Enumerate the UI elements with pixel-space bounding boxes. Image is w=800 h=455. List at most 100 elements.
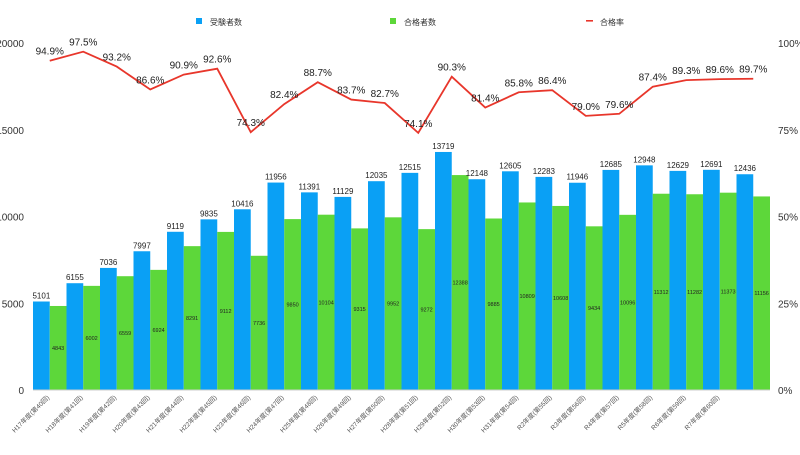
label-rate: 94.9% [36,47,64,58]
y-tick-label: 15000 [0,126,24,137]
label-rate: 86.6% [136,75,164,86]
label-passers: 9885 [488,302,500,308]
y2-tick-label: 25% [778,299,798,310]
label-examinees: 11391 [299,182,321,191]
bar-examinees [33,301,50,390]
label-examinees: 10416 [231,199,254,208]
bar-passers [552,205,569,390]
x-tick-label: R5年度(第58回) [615,393,654,432]
label-rate: 90.3% [438,63,466,74]
label-examinees: 7036 [99,258,117,267]
legend-label-0: 受験者数 [210,17,242,27]
label-rate: 86.4% [538,76,566,87]
bar-passers [418,229,435,390]
bar-examinees [669,170,687,390]
label-passers: 4843 [52,346,64,352]
bar-passers [284,219,301,390]
y-tick-label: 10000 [0,213,24,224]
label-rate: 93.2% [103,53,131,64]
label-rate: 90.9% [170,61,198,72]
y2-tick-label: 0% [778,386,793,397]
label-examinees: 12629 [667,161,690,170]
label-examinees: 5101 [32,291,50,300]
bar-examinees [301,192,318,390]
label-rate: 87.4% [639,73,667,84]
bar-passers [652,193,670,390]
bar-passers [585,226,603,390]
bar-examinees [401,172,419,390]
label-rate: 74.3% [237,118,265,129]
label-passers: 11156 [754,291,768,297]
label-passers: 9112 [220,309,232,315]
bar-examinees [100,267,117,390]
bar-examinees [703,169,720,390]
legend-label-1: 合格者数 [404,17,436,27]
label-examinees: 12948 [633,155,656,164]
bar-examinees [267,182,285,390]
bar-passers [686,194,703,390]
label-examinees: 13719 [432,142,455,151]
bar-examinees [736,174,754,390]
label-rate: 79.6% [605,100,633,111]
label-examinees: 12605 [499,161,522,170]
label-passers: 11312 [654,290,669,296]
label-rate: 89.6% [706,65,734,76]
label-examinees: 6155 [66,273,84,282]
bar-passers [49,305,67,390]
label-rate: 83.7% [337,86,365,97]
label-passers: 9952 [387,302,399,308]
legend-swatch-2 [586,20,593,22]
x-tick-label: R3年度(第56回) [548,393,587,432]
label-examinees: 11129 [332,187,354,196]
bar-examinees [636,165,653,390]
label-rate: 79.0% [572,102,600,113]
label-rate: 97.5% [69,38,97,49]
bar-passers [619,214,636,390]
bar-passers [518,202,536,390]
y-tick-label: 0 [18,386,24,397]
label-rate: 88.7% [304,68,332,79]
label-passers: 9434 [588,306,600,312]
label-passers: 10096 [620,300,635,306]
x-tick-label: R7年度(第60回) [682,393,721,432]
bar-examinees [368,181,385,390]
label-examinees: 9119 [167,222,185,231]
bar-examinees [234,209,251,390]
label-examinees: 12515 [399,163,422,172]
bar-passers [317,214,335,390]
bar-passers [83,285,100,390]
y-tick-label: 5000 [2,299,25,310]
bar-passers [384,217,402,390]
label-examinees: 11946 [567,173,589,182]
y2-tick-label: 100% [778,39,800,50]
y-tick-label: 20000 [0,39,24,50]
bar-examinees [334,196,352,390]
label-examinees: 12691 [700,160,723,169]
bar-passers [183,246,201,390]
bar-passers [351,228,368,390]
label-passers: 6559 [119,331,131,337]
label-rate: 82.4% [270,90,298,101]
label-passers: 11282 [687,290,702,296]
bar-examinees [535,176,553,390]
y2-tick-label: 50% [778,213,798,224]
bar-examinees [502,171,519,390]
label-rate: 85.8% [505,78,533,89]
label-examinees: 12436 [734,164,757,173]
bar-passers [116,276,134,390]
legend-swatch-0 [196,18,202,24]
label-examinees: 12685 [600,160,623,169]
legend: 受験者数 合格者数 合格率 [196,17,624,27]
label-examinees: 7997 [133,241,151,250]
bar-examinees [133,251,151,390]
label-passers: 6002 [86,336,98,342]
label-rate: 74.1% [404,119,432,130]
y2-tick-label: 75% [778,126,798,137]
label-rate: 82.7% [371,89,399,100]
legend-label-2: 合格率 [600,17,624,27]
label-passers: 12388 [452,281,467,287]
bar-examinees [435,151,452,390]
bar-passers [485,218,502,390]
label-examinees: 11956 [265,173,287,182]
label-passers: 9272 [421,308,433,314]
